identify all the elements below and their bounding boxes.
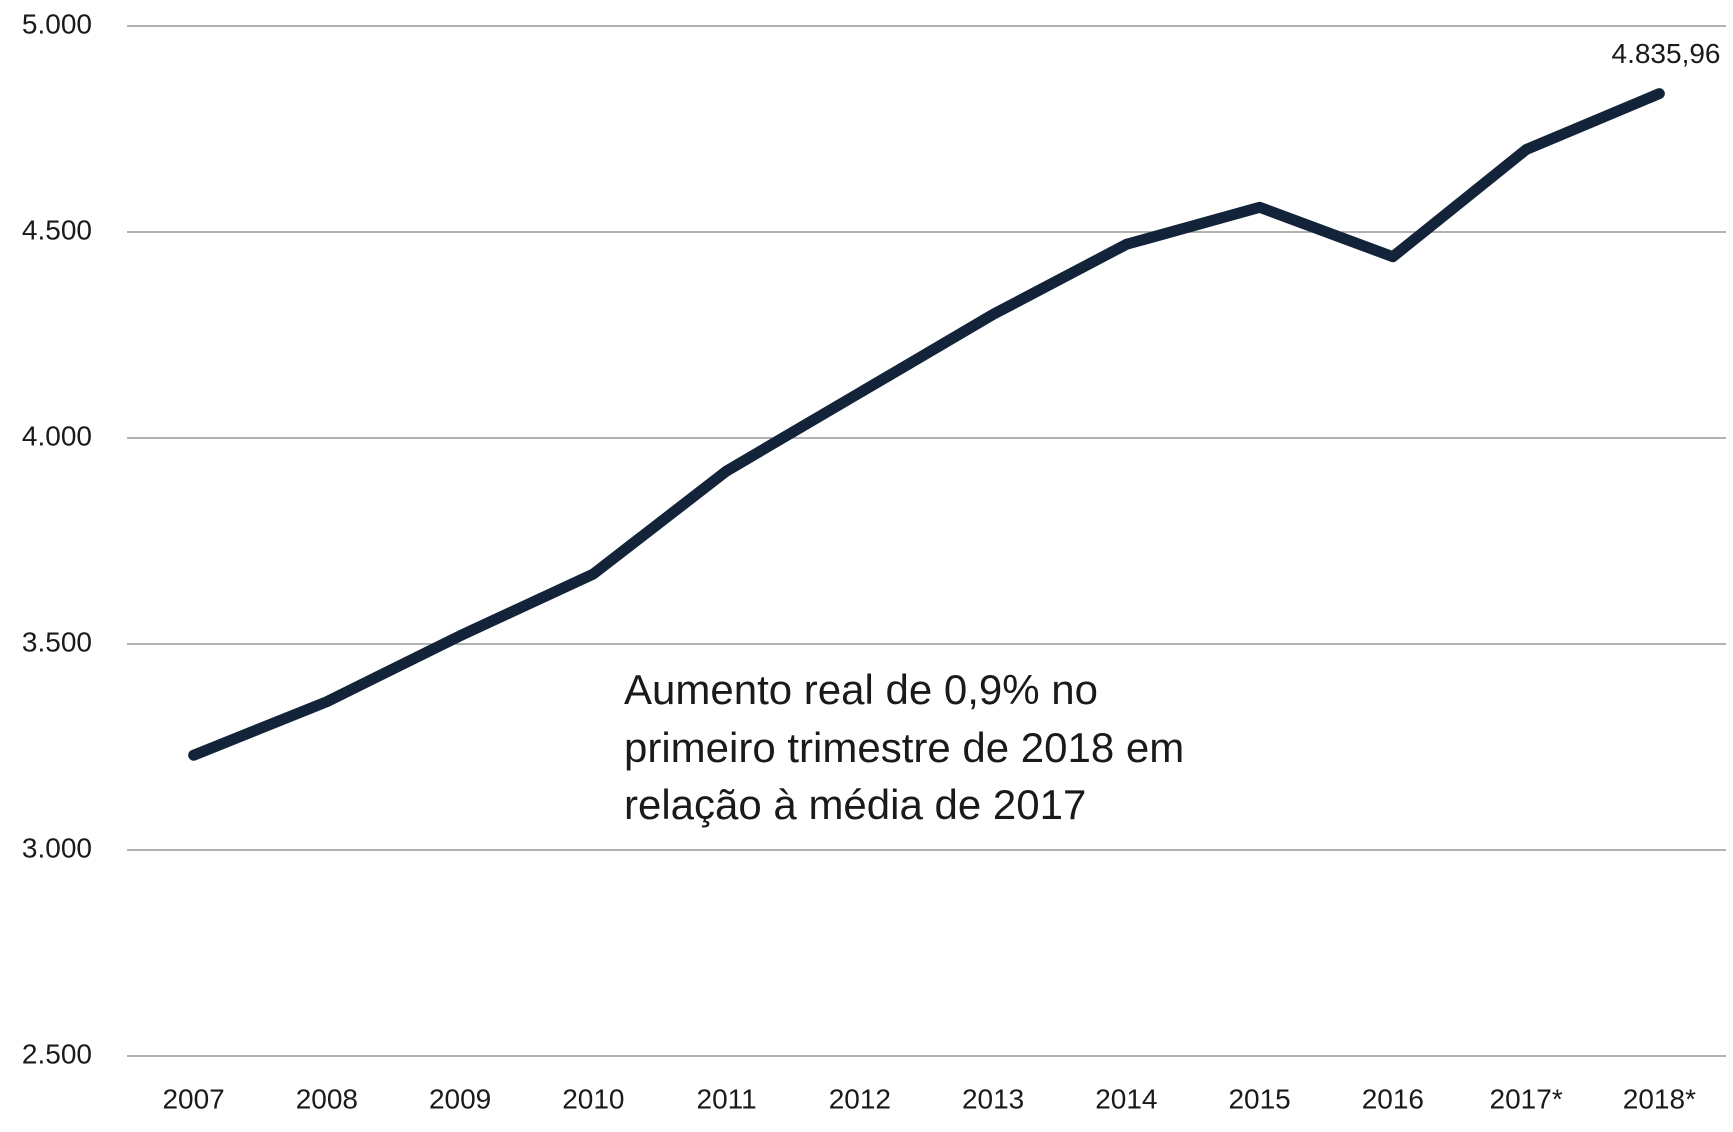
x-tick-label: 2016 bbox=[1362, 1083, 1424, 1114]
annotation: relação à média de 2017 bbox=[624, 781, 1086, 828]
x-tick-label: 2007 bbox=[162, 1083, 224, 1114]
y-tick-label: 4.000 bbox=[22, 420, 92, 451]
y-tick-label: 3.000 bbox=[22, 832, 92, 863]
x-tick-label: 2011 bbox=[697, 1083, 757, 1114]
x-tick-label: 2008 bbox=[296, 1083, 358, 1114]
x-tick-label: 2017* bbox=[1490, 1083, 1563, 1114]
y-tick-label: 5.000 bbox=[22, 8, 92, 39]
y-tick-label: 4.500 bbox=[22, 214, 92, 245]
annotation: Aumento real de 0,9% no bbox=[624, 666, 1098, 713]
x-tick-label: 2018* bbox=[1623, 1083, 1696, 1114]
x-tick-label: 2014 bbox=[1095, 1083, 1157, 1114]
x-tick-label: 2012 bbox=[829, 1083, 891, 1114]
y-tick-label: 2.500 bbox=[22, 1038, 92, 1069]
y-tick-label: 3.500 bbox=[22, 626, 92, 657]
x-tick-label: 2010 bbox=[562, 1083, 624, 1114]
x-tick-label: 2009 bbox=[429, 1083, 491, 1114]
x-tick-label: 2013 bbox=[962, 1083, 1024, 1114]
data-label: 4.835,96 bbox=[1612, 38, 1721, 69]
x-tick-label: 2015 bbox=[1228, 1083, 1290, 1114]
line bbox=[188, 88, 1665, 761]
annotation: primeiro trimestre de 2018 em bbox=[624, 724, 1184, 771]
